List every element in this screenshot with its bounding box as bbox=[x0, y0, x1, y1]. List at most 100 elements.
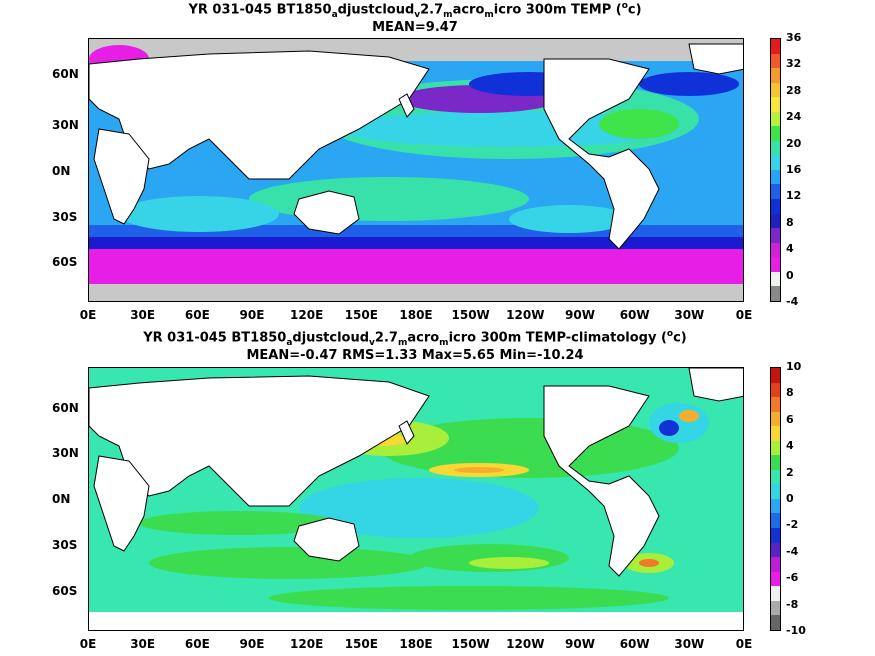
top-map-panel bbox=[88, 38, 744, 302]
colorbar-swatch bbox=[771, 199, 780, 214]
top-lat-label: 30S bbox=[52, 210, 78, 224]
colorbar-label: 32 bbox=[786, 57, 802, 71]
colorbar-label: 6 bbox=[786, 412, 794, 426]
bottom-lon-label: 0E bbox=[79, 637, 97, 651]
top-map-plot bbox=[89, 39, 743, 301]
bottom-lat-label: 60N bbox=[52, 401, 79, 415]
colorbar-label: 4 bbox=[786, 439, 794, 453]
top-lon-label: 120E bbox=[290, 308, 324, 322]
top-lon-label: 180E bbox=[399, 308, 433, 322]
colorbar-swatch bbox=[771, 286, 780, 301]
colorbar-label: 8 bbox=[786, 215, 794, 229]
colorbar-label: 8 bbox=[786, 386, 794, 400]
top-lon-label: 0E bbox=[735, 308, 753, 322]
top-lon-label: 150E bbox=[344, 308, 378, 322]
colorbar-swatch bbox=[771, 513, 780, 529]
colorbar-swatch bbox=[771, 498, 780, 514]
bottom-lon-label: 90W bbox=[565, 637, 595, 651]
colorbar-swatch bbox=[771, 397, 780, 412]
colorbar-swatch bbox=[771, 440, 780, 456]
top-lat-label: 60S bbox=[52, 255, 78, 269]
bottom-map-title: YR 031-045 BT1850adjustcloudv2.7macromic… bbox=[143, 329, 687, 348]
top-lon-label: 150W bbox=[451, 308, 490, 322]
bottom-lon-label: 30E bbox=[130, 637, 156, 651]
bottom-lon-label: 120W bbox=[506, 637, 545, 651]
colorbar-swatch bbox=[771, 257, 780, 272]
colorbar-swatch bbox=[771, 411, 780, 427]
colorbar-label: 2 bbox=[786, 465, 794, 479]
colorbar-swatch bbox=[771, 469, 780, 485]
bottom-lon-label: 0E bbox=[735, 637, 753, 651]
top-lon-label: 60E bbox=[184, 308, 210, 322]
colorbar-swatch bbox=[771, 368, 780, 383]
colorbar-swatch bbox=[771, 600, 780, 616]
top-lat-label: 0N bbox=[52, 164, 71, 178]
colorbar-swatch bbox=[771, 382, 780, 398]
top-lon-label: 30W bbox=[674, 308, 705, 322]
colorbar-label: 4 bbox=[786, 242, 794, 256]
colorbar-label: 10 bbox=[786, 360, 802, 373]
bottom-lon-label: 150W bbox=[451, 637, 490, 651]
colorbar-label: -4 bbox=[786, 544, 799, 558]
top-lat-label: 60N bbox=[52, 67, 79, 81]
colorbar-label: 12 bbox=[786, 189, 802, 203]
colorbar-label: 0 bbox=[786, 492, 794, 505]
colorbar-swatch bbox=[771, 228, 780, 243]
bottom-lat-label: 0N bbox=[52, 492, 71, 506]
colorbar-swatch bbox=[771, 271, 780, 287]
colorbar-swatch bbox=[771, 39, 780, 54]
colorbar-swatch bbox=[771, 615, 780, 630]
bottom-map-subtitle: MEAN=-0.47 RMS=1.33 Max=5.65 Min=-10.24 bbox=[246, 348, 584, 363]
bottom-lon-label: 60E bbox=[184, 637, 210, 651]
colorbar-swatch bbox=[771, 484, 780, 499]
colorbar-swatch bbox=[771, 426, 780, 441]
colorbar-label: 0 bbox=[786, 268, 794, 282]
bottom-lon-label: 120E bbox=[290, 637, 324, 651]
bottom-lat-label: 30S bbox=[52, 538, 78, 552]
colorbar-swatch bbox=[771, 528, 780, 543]
top-lon-label: 90W bbox=[565, 308, 595, 322]
colorbar-swatch bbox=[771, 184, 780, 200]
bottom-lon-label: 180E bbox=[399, 637, 433, 651]
bottom-lat-label: 60S bbox=[52, 584, 78, 598]
bottom-lon-label: 30W bbox=[674, 637, 705, 651]
colorbar-label: 24 bbox=[786, 110, 802, 124]
colorbar-swatch bbox=[771, 126, 780, 141]
top-lat-label: 30N bbox=[52, 118, 79, 132]
top-lon-label: 120W bbox=[506, 308, 545, 322]
colorbar-swatch bbox=[771, 213, 780, 229]
colorbar-swatch bbox=[771, 68, 780, 83]
bottom-lon-label: 60W bbox=[619, 637, 650, 651]
colorbar-swatch bbox=[771, 82, 780, 98]
colorbar-swatch bbox=[771, 140, 780, 156]
colorbar-swatch bbox=[771, 455, 780, 470]
top-colorbar bbox=[770, 38, 781, 302]
colorbar-swatch bbox=[771, 557, 780, 572]
colorbar-swatch bbox=[771, 586, 780, 601]
bottom-colorbar bbox=[770, 367, 781, 631]
top-map-subtitle: MEAN=9.47 bbox=[372, 20, 458, 35]
top-lon-label: 30E bbox=[130, 308, 156, 322]
colorbar-swatch bbox=[771, 242, 780, 258]
colorbar-label: -8 bbox=[786, 597, 799, 611]
colorbar-label: 16 bbox=[786, 163, 802, 176]
colorbar-swatch bbox=[771, 571, 780, 587]
bottom-lon-label: 90E bbox=[239, 637, 265, 651]
top-lon-label: 0E bbox=[79, 308, 97, 322]
colorbar-swatch bbox=[771, 542, 780, 558]
colorbar-swatch bbox=[771, 97, 780, 112]
colorbar-swatch bbox=[771, 169, 780, 185]
bottom-map-plot bbox=[89, 368, 743, 630]
colorbar-label: -10 bbox=[786, 624, 806, 637]
colorbar-label: 28 bbox=[786, 83, 802, 97]
colorbar-label: 36 bbox=[786, 31, 802, 44]
top-map-title: YR 031-045 BT1850adjustcloudv2.7macromic… bbox=[188, 1, 642, 20]
colorbar-label: -4 bbox=[786, 295, 799, 308]
bottom-map-panel bbox=[88, 367, 744, 631]
colorbar-swatch bbox=[771, 111, 780, 127]
colorbar-swatch bbox=[771, 53, 780, 69]
colorbar-label: -6 bbox=[786, 571, 799, 585]
top-lon-label: 60W bbox=[619, 308, 650, 322]
bottom-lat-label: 30N bbox=[52, 446, 79, 460]
bottom-lon-label: 150E bbox=[344, 637, 378, 651]
